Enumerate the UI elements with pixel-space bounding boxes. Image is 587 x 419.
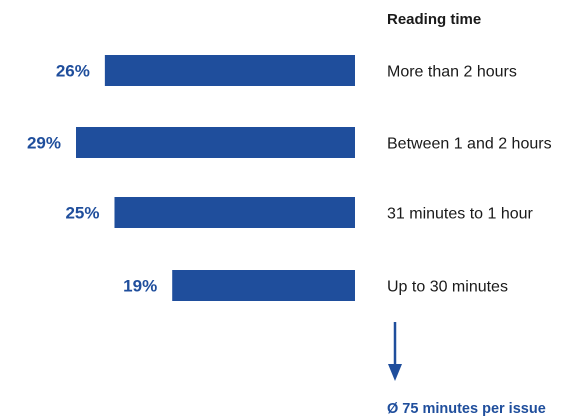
bar <box>114 197 355 228</box>
value-label: 25% <box>65 204 99 223</box>
summary-annotation: Ø 75 minutes per issue <box>387 401 546 417</box>
category-label: Between 1 and 2 hours <box>387 136 552 153</box>
category-label: More than 2 hours <box>387 64 517 81</box>
bar <box>172 270 355 301</box>
value-label: 29% <box>27 134 61 153</box>
category-label: Up to 30 minutes <box>387 279 508 296</box>
value-label: 26% <box>56 62 90 81</box>
chart-title: Reading time <box>387 11 481 28</box>
arrow-head <box>388 364 402 381</box>
arrow-down-icon <box>388 322 402 381</box>
bar <box>104 55 356 86</box>
bar-group: 26% More than 2 hours 29% Between 1 and 2 h… <box>27 55 552 301</box>
bar <box>76 127 355 158</box>
value-label: 19% <box>123 277 157 296</box>
category-label: 31 minutes to 1 hour <box>387 206 534 223</box>
